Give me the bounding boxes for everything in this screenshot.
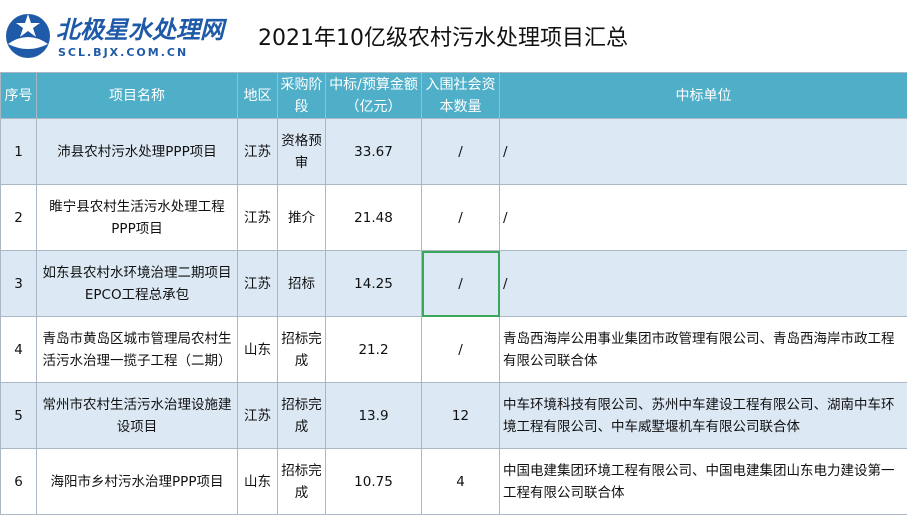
table-cell: 招标完成 — [277, 448, 326, 515]
logo-url: SCL.BJX.COM.CN — [58, 46, 188, 59]
table-cell: 招标完成 — [277, 382, 326, 449]
table-cell: 33.67 — [325, 118, 422, 185]
table: 序号 项目名称 地区 采购阶段 中标/预算金额（亿元） 入围社会资本数量 中标单位 1 沛县农… — [0, 72, 907, 515]
logo-wave — [8, 37, 48, 49]
header-cell: 中标/预算金额（亿元） — [325, 72, 422, 119]
table-cell: 12 — [421, 382, 500, 449]
table-row: 4 青岛市黄岛区城市管理局农村生活污水治理一揽子工程（二期） 山东 招标完成 21.2/… — [0, 316, 907, 383]
table-cell: 3 — [0, 250, 37, 317]
table-cell: 山东 — [237, 448, 278, 515]
table-cell: / — [421, 250, 500, 317]
table-cell: 山东 — [237, 316, 278, 383]
table-cell: / — [499, 118, 907, 185]
table-cell: 资格预审 — [277, 118, 326, 185]
table-cell: 2 — [0, 184, 37, 251]
logo-star — [16, 14, 40, 37]
table-cell: 5 — [0, 382, 37, 449]
header-row: 序号 项目名称 地区 采购阶段 中标/预算金额（亿元） 入围社会资本数量 中标单位 — [0, 72, 907, 119]
logo: 北极星水处理网 SCL.BJX.COM.CN — [6, 14, 228, 59]
table-row: 1 沛县农村污水处理PPP项目 江苏 资格预审 33.67// — [0, 118, 907, 185]
header-cell: 采购阶段 — [277, 72, 326, 119]
table-cell: 青岛西海岸公用事业集团市政管理有限公司、青岛西海岸市政工程有限公司联合体 — [499, 316, 907, 383]
table-cell: 推介 — [277, 184, 326, 251]
table-body: 1 沛县农村污水处理PPP项目 江苏 资格预审 33.67//2 睢宁县农村生活污水处理工… — [0, 118, 907, 515]
table-cell: / — [499, 250, 907, 317]
table-cell: 招标完成 — [277, 316, 326, 383]
table-cell: 海阳市乡村污水治理PPP项目 — [36, 448, 238, 515]
table-cell: 1 — [0, 118, 37, 185]
table-cell: 13.9 — [325, 382, 422, 449]
table-cell: / — [421, 184, 500, 251]
table-row: 6 海阳市乡村污水治理PPP项目 山东 招标完成 10.75 4 中国电建集团环境工程有限公… — [0, 448, 907, 515]
table-cell: 中车环境科技有限公司、苏州中车建设工程有限公司、湖南中车环境工程有限公司、中车威… — [499, 382, 907, 449]
table-cell: 中国电建集团环境工程有限公司、中国电建集团山东电力建设第一工程有限公司联合体 — [499, 448, 907, 515]
header-cell: 序号 — [0, 72, 37, 119]
table-cell: 青岛市黄岛区城市管理局农村生活污水治理一揽子工程（二期） — [36, 316, 238, 383]
table-cell: 江苏 — [237, 382, 278, 449]
table-row: 3 如东县农村水环境治理二期项目EPCO工程总承包 江苏 招标 14.25// — [0, 250, 907, 317]
table-cell: / — [421, 316, 500, 383]
table-cell: 常州市农村生活污水治理设施建设项目 — [36, 382, 238, 449]
header-cell: 地区 — [237, 72, 278, 119]
table-row: 2 睢宁县农村生活污水处理工程PPP项目 江苏 推介 21.48// — [0, 184, 907, 251]
table-cell: / — [499, 184, 907, 251]
table-cell: 江苏 — [237, 118, 278, 185]
table-cell: 14.25 — [325, 250, 422, 317]
table-cell: 江苏 — [237, 250, 278, 317]
table-cell: / — [421, 118, 500, 185]
title: 2021年10亿级农村污水处理项目汇总 — [258, 26, 628, 51]
table-row: 5 常州市农村生活污水治理设施建设项目 江苏 招标完成 13.9 12 中车环境科技有限公司… — [0, 382, 907, 449]
logo-name: 北极星水处理网 — [56, 16, 228, 44]
table-cell: 21.48 — [325, 184, 422, 251]
table-cell: 如东县农村水环境治理二期项目EPCO工程总承包 — [36, 250, 238, 317]
header-cell: 中标单位 — [499, 72, 907, 119]
table-cell: 睢宁县农村生活污水处理工程PPP项目 — [36, 184, 238, 251]
table-cell: 招标 — [277, 250, 326, 317]
table-cell: 4 — [0, 316, 37, 383]
header-cell: 入围社会资本数量 — [421, 72, 500, 119]
table-cell: 21.2 — [325, 316, 422, 383]
table-cell: 4 — [421, 448, 500, 515]
table-cell: 沛县农村污水处理PPP项目 — [36, 118, 238, 185]
table-cell: 江苏 — [237, 184, 278, 251]
header-cell: 项目名称 — [36, 72, 238, 119]
table-cell: 6 — [0, 448, 37, 515]
table-cell: 10.75 — [325, 448, 422, 515]
